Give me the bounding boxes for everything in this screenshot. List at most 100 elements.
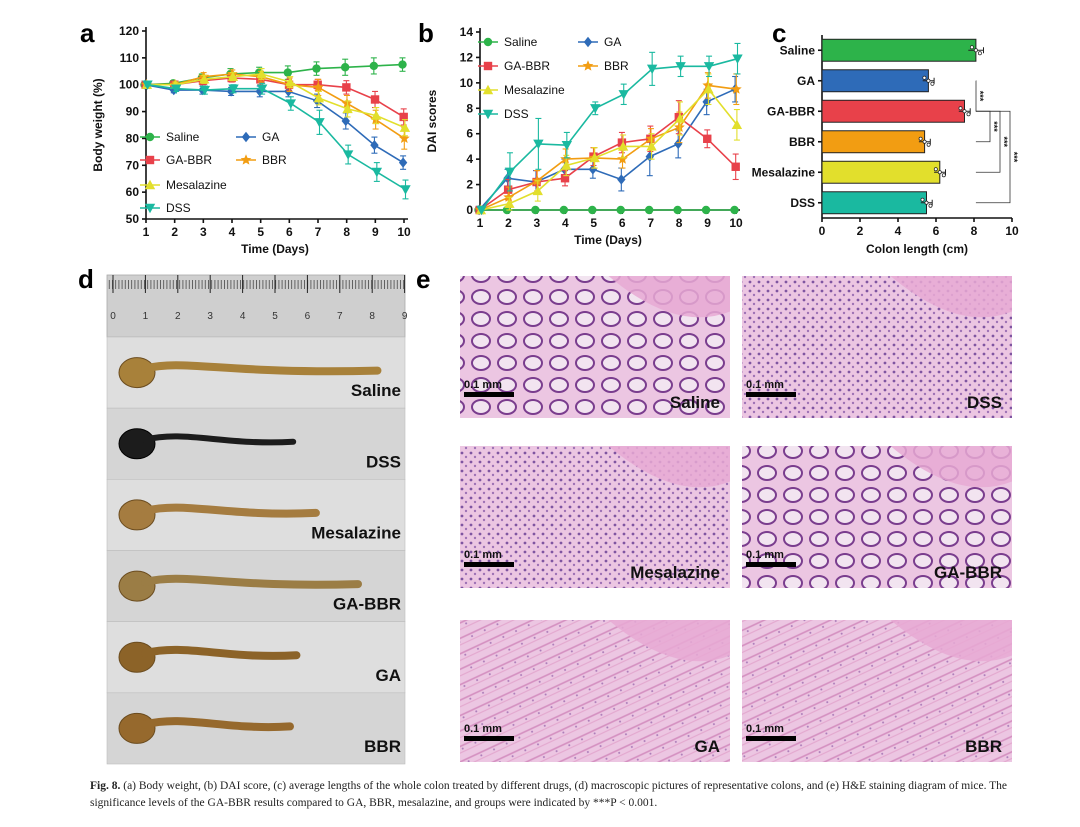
x-tick-label: 6: [933, 224, 940, 238]
he-label-mesalazine: Mesalazine: [630, 563, 720, 582]
significance-label: ***: [1009, 152, 1019, 163]
bar-dss: [822, 192, 927, 214]
legend-label-mesalazine: Mesalazine: [166, 178, 227, 192]
data-point: [372, 168, 382, 177]
panel-label-d: d: [78, 264, 94, 294]
data-point: [702, 206, 710, 214]
figure-caption: Fig. 8. (a) Body weight, (b) DAI score, …: [90, 778, 1050, 812]
data-point: [341, 63, 349, 71]
x-tick-label: 9: [704, 216, 711, 230]
x-tick-label: 8: [676, 216, 683, 230]
legend-marker: [484, 38, 492, 46]
data-point: [312, 64, 320, 72]
data-point: [619, 90, 629, 99]
significance-label: ***: [999, 136, 1009, 147]
replicate-point: [974, 49, 977, 52]
replicate-point: [925, 201, 928, 204]
category-label-ga: GA: [797, 74, 815, 88]
data-point: [730, 206, 738, 214]
y-tick-label: 60: [126, 185, 140, 199]
legend-label-dss: DSS: [166, 201, 191, 215]
x-tick-label: 9: [372, 225, 379, 239]
x-tick-label: 7: [315, 225, 322, 239]
x-tick-label: 6: [619, 216, 626, 230]
ruler-number: 7: [337, 311, 343, 322]
panel-label-a: a: [80, 18, 95, 48]
legend-label-ga-bbr: GA-BBR: [504, 59, 550, 73]
colon-cecum: [119, 713, 155, 743]
replicate-point: [978, 52, 981, 55]
data-point: [673, 206, 681, 214]
replicate-point: [929, 204, 932, 207]
photo-label-saline: Saline: [351, 381, 401, 400]
x-tick-label: 0: [819, 224, 826, 238]
colon-cecum: [119, 429, 155, 459]
replicate-point: [967, 113, 970, 116]
legend-marker: [584, 37, 592, 47]
data-point: [646, 151, 654, 161]
replicate-point: [927, 143, 930, 146]
y-tick-label: 10: [460, 76, 474, 90]
y-axis-title: DAI scores: [425, 89, 439, 152]
replicate-point: [963, 110, 966, 113]
replicate-point: [934, 168, 937, 171]
data-point: [588, 206, 596, 214]
scale-bar-label: 0.1 mm: [746, 549, 784, 561]
data-point: [617, 174, 625, 184]
bar-saline: [822, 39, 976, 61]
bar-bbr: [822, 131, 925, 153]
y-tick-label: 50: [126, 212, 140, 226]
series-mesalazine: [142, 69, 410, 136]
scale-bar: [464, 562, 514, 567]
scale-bar-label: 0.1 mm: [464, 723, 502, 735]
x-tick-label: 2: [505, 216, 512, 230]
y-tick-label: 110: [120, 51, 140, 65]
series-line: [480, 85, 736, 210]
legend-label-ga-bbr: GA-BBR: [166, 153, 212, 167]
colon-cecum: [119, 642, 155, 672]
panel-label-b: b: [418, 18, 434, 48]
x-tick-label: 8: [971, 224, 978, 238]
category-label-mesalazine: Mesalazine: [752, 165, 816, 179]
he-label-ga-bbr: GA-BBR: [934, 563, 1002, 582]
panel-label-e: e: [416, 264, 430, 294]
data-point: [398, 60, 406, 68]
data-point: [370, 140, 378, 150]
x-tick-label: 1: [143, 225, 150, 239]
data-point: [342, 83, 350, 91]
ruler-number: 8: [369, 311, 375, 322]
x-tick-label: 7: [647, 216, 654, 230]
bar-ga: [822, 70, 928, 92]
x-axis-title: Time (Days): [574, 233, 642, 247]
y-tick-label: 70: [126, 158, 140, 172]
data-point: [399, 157, 407, 167]
legend-marker: [146, 156, 154, 164]
he-image-mesalazine: 0.1 mm Mesalazine: [460, 446, 730, 588]
legend-marker: [146, 133, 154, 141]
replicate-point: [923, 76, 926, 79]
scale-bar-label: 0.1 mm: [746, 379, 784, 391]
data-point: [400, 122, 410, 131]
y-tick-label: 6: [466, 127, 473, 141]
category-label-dss: DSS: [790, 196, 815, 210]
x-tick-label: 2: [857, 224, 864, 238]
y-tick-label: 8: [466, 101, 473, 115]
x-tick-label: 5: [590, 216, 597, 230]
y-tick-label: 2: [466, 178, 473, 192]
y-tick-label: 4: [466, 152, 473, 166]
x-tick-label: 4: [895, 224, 902, 238]
replicate-point: [938, 171, 941, 174]
scale-bar: [464, 392, 514, 397]
y-tick-label: 14: [460, 25, 474, 39]
legend-label-saline: Saline: [504, 35, 538, 49]
data-point: [617, 206, 625, 214]
scale-bar-label: 0.1 mm: [464, 549, 502, 561]
replicate-point: [919, 137, 922, 140]
photo-label-dss: DSS: [366, 452, 401, 471]
significance-label: ***: [989, 121, 999, 132]
